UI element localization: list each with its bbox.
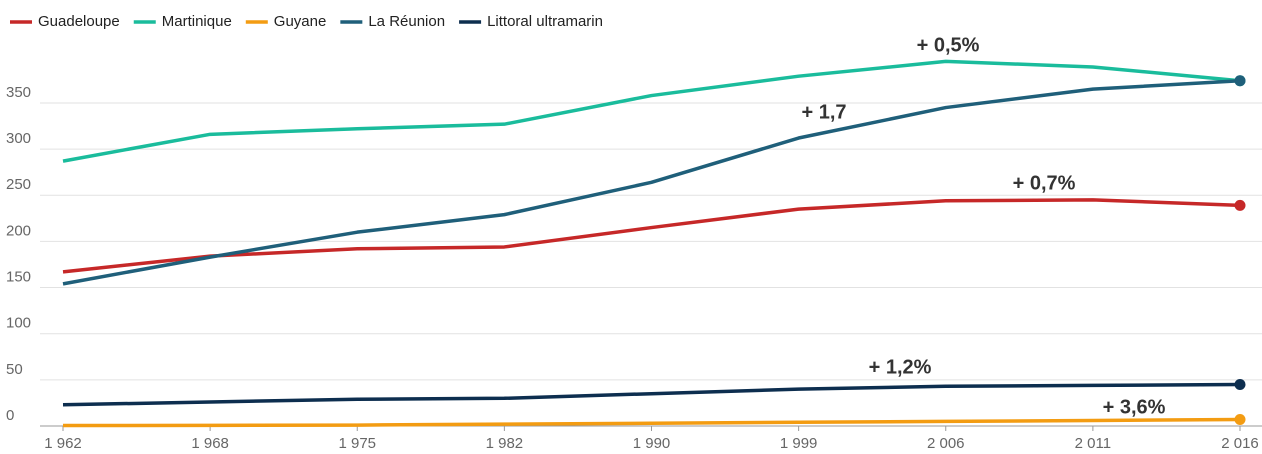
annotation: + 0,7% [1013,172,1076,194]
x-tick-label: 1 990 [633,435,671,452]
annotation: + 3,6% [1103,396,1166,418]
y-tick-label: 150 [6,269,31,286]
y-tick-label: 300 [6,130,31,147]
annotation: + 1,2% [869,356,932,378]
y-tick-label: 100 [6,315,31,332]
x-tick-label: 2 006 [927,435,965,452]
end-point [1234,75,1246,87]
y-tick-label: 200 [6,222,31,239]
x-tick-label: 1 982 [486,435,524,452]
series-line [62,59,1241,163]
x-tick-label: 2 016 [1221,435,1259,452]
y-tick-label: 50 [6,361,23,378]
x-tick-label: 1 975 [338,435,376,452]
series-line [62,79,1241,286]
annotation: + 0,5% [917,34,980,56]
legend-label: Guadeloupe [38,13,120,30]
series-line [62,417,1241,428]
end-point [1234,414,1246,426]
x-tick-label: 2 011 [1075,435,1111,452]
annotation: + 1,7 [801,101,846,123]
x-tick-label: 1 968 [191,435,229,452]
end-point [1234,378,1246,390]
legend-label: La Réunion [368,13,445,30]
y-tick-label: 350 [6,84,31,101]
legend-label: Martinique [162,13,232,30]
series-line [62,382,1241,407]
y-tick-label: 250 [6,176,31,193]
series-line [62,198,1241,274]
legend-label: Guyane [274,13,327,30]
end-point [1234,199,1246,211]
x-tick-label: 1 999 [780,435,818,452]
x-tick-label: 1 962 [44,435,82,452]
legend-label: Littoral ultramarin [487,13,603,30]
y-tick-label: 0 [6,407,14,424]
